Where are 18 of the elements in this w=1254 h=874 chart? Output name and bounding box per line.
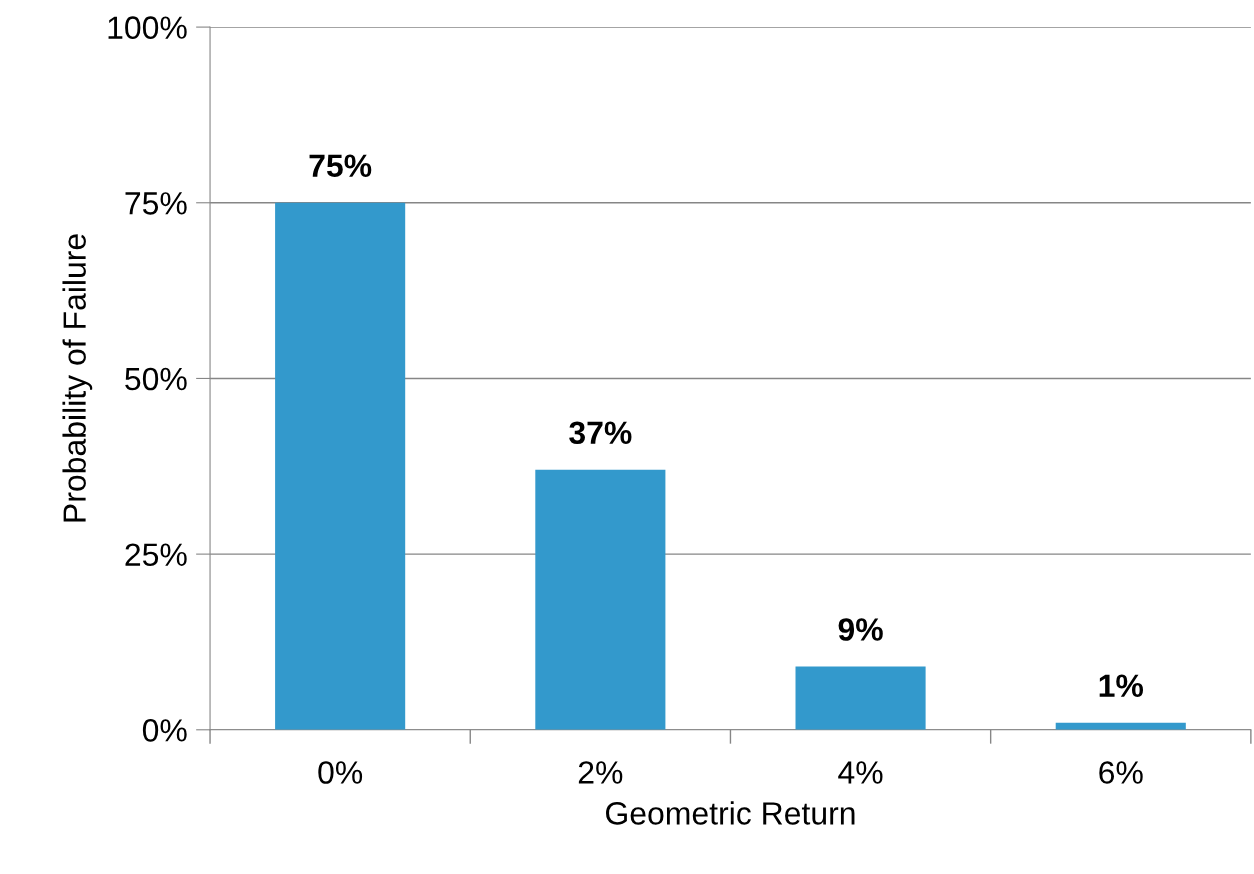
y-tick-label: 50% — [125, 367, 187, 391]
data-label: 75% — [309, 154, 372, 178]
data-label: 9% — [838, 618, 883, 641]
data-label: 1% — [1099, 674, 1144, 697]
y-tick-label: 75% — [125, 192, 187, 215]
x-tick-label: 0% — [318, 761, 363, 784]
y-axis-title: Probability of Failure — [62, 234, 93, 522]
bar — [795, 666, 926, 730]
x-tick-label: 2% — [578, 761, 623, 784]
y-tick-label: 100% — [108, 16, 187, 39]
x-tick-label: 6% — [1099, 761, 1143, 784]
x-tick-label: 4% — [838, 761, 883, 784]
data-label: 37% — [569, 421, 632, 445]
y-tick-label: 25% — [125, 543, 187, 567]
x-axis-title: Geometric Return — [606, 801, 855, 825]
bar — [275, 202, 406, 730]
y-tick-label: 0% — [142, 719, 187, 742]
bar — [535, 469, 666, 730]
